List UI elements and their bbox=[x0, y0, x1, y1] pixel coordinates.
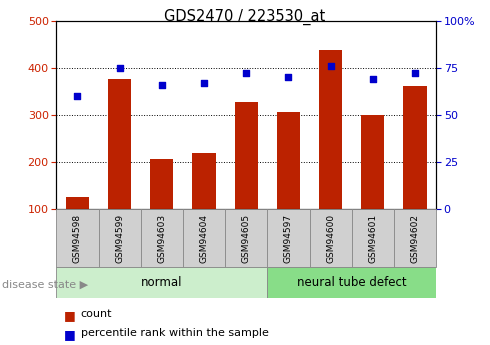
Text: GSM94601: GSM94601 bbox=[368, 214, 377, 263]
Bar bbox=[403, 86, 427, 209]
Text: disease state ▶: disease state ▶ bbox=[2, 280, 89, 289]
Point bbox=[74, 93, 81, 99]
Text: percentile rank within the sample: percentile rank within the sample bbox=[81, 328, 269, 338]
Point bbox=[116, 65, 123, 70]
Bar bbox=[193, 153, 216, 209]
FancyBboxPatch shape bbox=[56, 267, 268, 298]
Text: GSM94605: GSM94605 bbox=[242, 214, 251, 263]
Point bbox=[327, 63, 335, 69]
FancyBboxPatch shape bbox=[268, 209, 310, 267]
Text: ■: ■ bbox=[64, 309, 75, 322]
Bar bbox=[361, 115, 385, 209]
FancyBboxPatch shape bbox=[352, 209, 394, 267]
Bar bbox=[319, 50, 342, 209]
Bar bbox=[108, 79, 131, 209]
FancyBboxPatch shape bbox=[394, 209, 436, 267]
Bar bbox=[235, 101, 258, 209]
Text: neural tube defect: neural tube defect bbox=[297, 276, 407, 289]
Text: GSM94600: GSM94600 bbox=[326, 214, 335, 263]
Text: GSM94599: GSM94599 bbox=[115, 214, 124, 263]
FancyBboxPatch shape bbox=[310, 209, 352, 267]
Text: GSM94597: GSM94597 bbox=[284, 214, 293, 263]
Point bbox=[285, 74, 293, 80]
FancyBboxPatch shape bbox=[225, 209, 268, 267]
Text: normal: normal bbox=[141, 276, 183, 289]
FancyBboxPatch shape bbox=[183, 209, 225, 267]
Text: GDS2470 / 223530_at: GDS2470 / 223530_at bbox=[164, 9, 326, 25]
FancyBboxPatch shape bbox=[268, 267, 436, 298]
Point bbox=[158, 82, 166, 87]
Text: GSM94598: GSM94598 bbox=[73, 214, 82, 263]
Bar bbox=[277, 112, 300, 209]
Text: ■: ■ bbox=[64, 328, 75, 341]
Point bbox=[242, 71, 250, 76]
Point bbox=[200, 80, 208, 86]
Text: GSM94603: GSM94603 bbox=[157, 214, 166, 263]
Text: GSM94602: GSM94602 bbox=[411, 214, 419, 263]
FancyBboxPatch shape bbox=[98, 209, 141, 267]
Bar bbox=[150, 159, 173, 209]
FancyBboxPatch shape bbox=[141, 209, 183, 267]
Text: count: count bbox=[81, 309, 112, 319]
Bar bbox=[66, 197, 89, 209]
Point bbox=[411, 71, 419, 76]
Point bbox=[369, 76, 377, 82]
FancyBboxPatch shape bbox=[56, 209, 98, 267]
Text: GSM94604: GSM94604 bbox=[199, 214, 209, 263]
